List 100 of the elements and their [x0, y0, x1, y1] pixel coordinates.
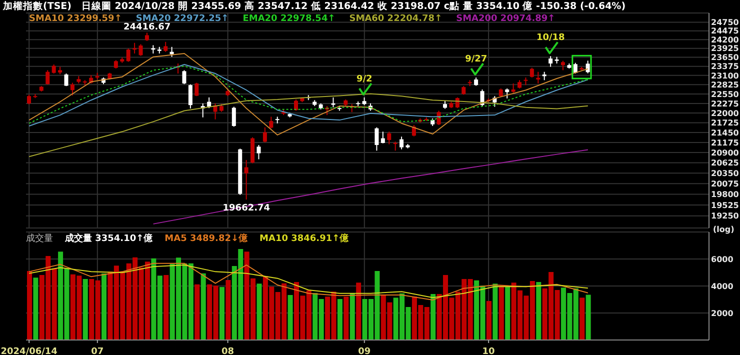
candlestick — [46, 70, 50, 85]
x-tick-label: 2024/06/14 — [0, 347, 58, 355]
series-label: 成交量 3354.10↑億 — [65, 232, 153, 245]
y-tick-label: 19525 — [711, 200, 740, 210]
candlestick — [505, 88, 510, 99]
text: SMA200 20974.89↑ — [456, 14, 556, 24]
y-tick-label: 22825 — [711, 80, 740, 90]
bar — [200, 273, 206, 340]
bar — [337, 299, 342, 340]
line-series — [152, 149, 588, 224]
bar — [580, 298, 585, 340]
candlestick — [374, 126, 379, 152]
y-tick-label: 21450 — [711, 128, 740, 138]
candlestick — [530, 67, 534, 78]
y-tick-label: 23650 — [711, 53, 740, 62]
candlestick — [194, 82, 199, 97]
text: SMA20 22972.25↑ — [136, 14, 229, 24]
bar — [492, 284, 498, 340]
bar — [256, 284, 262, 340]
annotation: 24416.67 — [123, 22, 171, 33]
chart-title: 成交量 — [26, 232, 53, 245]
x-tick-label: 07 — [91, 347, 104, 355]
y-tick-label: 23375 — [711, 62, 740, 72]
y-tick-label: 2000 — [711, 308, 734, 318]
candlestick — [232, 106, 236, 128]
annotation: 9/27 — [465, 54, 488, 65]
candlestick — [256, 144, 261, 160]
candlestick — [182, 70, 186, 85]
candlestick — [331, 96, 336, 108]
bar — [430, 294, 436, 340]
annotation: 9/2 — [356, 74, 372, 84]
text: MA5 3489.82↓億 — [164, 232, 248, 245]
y-tick-label: 22000 — [711, 108, 740, 118]
y-tick-label: 4000 — [711, 282, 734, 291]
bar — [194, 284, 200, 340]
y-tick-label: 19250 — [711, 212, 740, 221]
y-tick-label: 24475 — [711, 26, 740, 36]
line-series — [28, 93, 588, 158]
bar — [164, 275, 169, 340]
y-tick-label: 23925 — [711, 44, 740, 54]
x-tick-label: 10 — [482, 347, 495, 355]
chart-subtitle: 日線圖 2024/10/28 開 23455.69 高 23547.12 低 23164.42 收 23198.07 c點 量 3354.10 億 -150.38 (-0.64%) — [82, 0, 626, 12]
y-tick-label: 19800 — [711, 190, 740, 200]
candlestick — [387, 131, 392, 145]
bar — [33, 278, 38, 340]
candlestick — [573, 62, 578, 74]
candlestick — [52, 64, 56, 74]
candlestick — [164, 41, 168, 52]
bar — [102, 273, 107, 340]
candlestick — [244, 159, 248, 200]
y-tick-label: 21725 — [711, 118, 740, 128]
y-tick-label: 22275 — [711, 99, 740, 108]
y-tick-label: 22550 — [711, 90, 740, 99]
candlestick — [294, 98, 298, 112]
y-tick-label: 21175 — [711, 138, 740, 148]
candlestick — [126, 48, 130, 62]
bar — [82, 279, 88, 340]
candlestick — [560, 60, 565, 71]
bar — [486, 301, 492, 340]
candlestick — [132, 42, 137, 54]
text: SMA60 22204.78↑ — [349, 14, 442, 24]
y-tick-label: 23100 — [711, 71, 740, 80]
y-tick-label: 24750 — [711, 18, 740, 28]
candlestick — [548, 56, 553, 68]
y-tick-label: 6000 — [711, 254, 734, 264]
bar — [226, 280, 231, 340]
y-tick-label: 20350 — [711, 168, 740, 178]
y-axis-title: (log) — [713, 225, 734, 234]
candlestick — [138, 44, 143, 56]
candlestick — [188, 84, 192, 109]
y-tick-label: 24200 — [711, 35, 740, 44]
candlestick — [380, 131, 385, 144]
y-tick-label: 20900 — [711, 148, 740, 158]
candlestick — [27, 94, 31, 105]
y-tick-label: 20075 — [711, 179, 740, 188]
candlestick — [269, 116, 274, 129]
candlestick — [511, 82, 516, 94]
bar — [344, 296, 349, 340]
chart-title: 加權指數(TSE) — [3, 0, 72, 12]
bar — [536, 282, 542, 340]
text: SMA10 23299.59↑ — [29, 14, 122, 24]
bar — [505, 287, 510, 340]
bar — [498, 286, 504, 340]
bar — [350, 293, 355, 340]
candlestick — [64, 73, 68, 87]
candlestick — [262, 126, 267, 143]
candlestick — [586, 60, 590, 74]
annotation: 10/18 — [536, 33, 565, 44]
x-tick-label: 09 — [358, 347, 371, 355]
text: EMA20 22978.54↑ — [242, 14, 336, 24]
bar — [219, 287, 224, 340]
text: MA10 3846.91↑億 — [260, 232, 349, 245]
candlestick — [536, 71, 540, 84]
x-tick-label: 08 — [222, 347, 234, 355]
bar — [356, 282, 362, 340]
candlestick — [400, 136, 404, 150]
candlestick — [70, 82, 74, 96]
bar — [27, 271, 32, 340]
y-tick-label: 20625 — [711, 158, 740, 168]
bar — [586, 294, 591, 340]
